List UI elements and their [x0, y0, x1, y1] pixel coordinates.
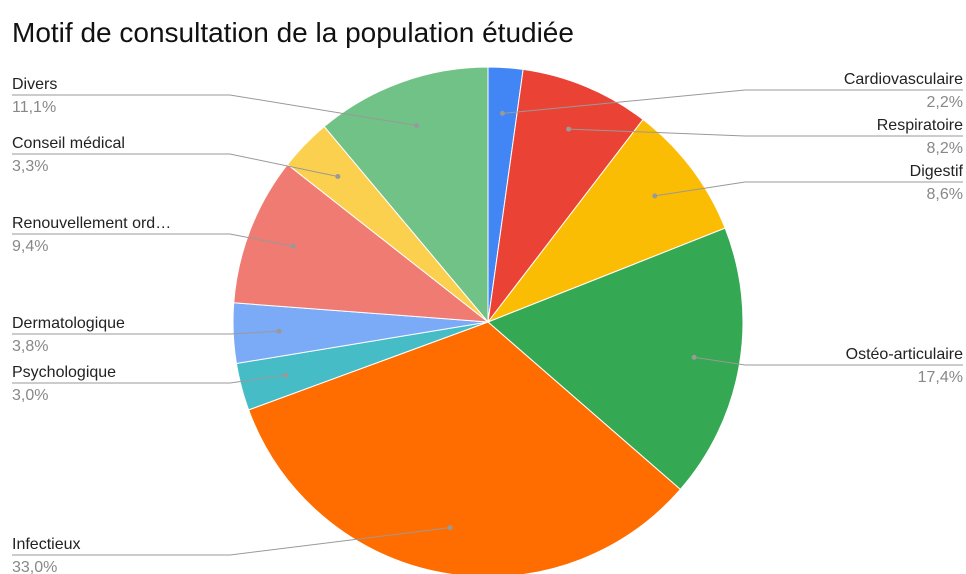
pie-slice [247, 321, 682, 574]
pie-slice [487, 68, 644, 324]
slice-label: Digestif [910, 163, 964, 180]
slice-value: 11,1% [12, 99, 56, 116]
slice-label: Dermatologique [12, 315, 125, 332]
leader-dot [691, 354, 697, 360]
slice-value: 8,6% [927, 186, 963, 203]
leader-dot [276, 328, 282, 334]
leader-dot [414, 122, 420, 128]
leader-line [568, 128, 963, 137]
slice-label: Infectieux [12, 536, 80, 553]
leader-dot [566, 126, 572, 132]
chart-title: Motif de consultation de la population é… [12, 17, 574, 48]
slice-label: Respiratoire [877, 117, 963, 134]
pie-slice [486, 118, 726, 324]
pie-slice [233, 163, 490, 323]
leader-line [12, 233, 294, 247]
pie-slice [487, 227, 744, 491]
leader-line [12, 527, 451, 556]
leader-dot [290, 243, 296, 249]
leader-line [12, 330, 280, 335]
leader-line [502, 89, 963, 114]
slice-label: Cardiovasculaire [844, 71, 963, 88]
slice-value: 9,4% [12, 238, 48, 255]
leader-line [654, 181, 963, 197]
leader-dot [283, 372, 289, 378]
slice-value: 33,0% [12, 559, 57, 574]
leader-line [12, 94, 417, 126]
slice-label: Conseil médical [12, 135, 125, 152]
slice-value: 3,0% [12, 387, 48, 404]
slice-value: 8,2% [927, 140, 963, 157]
pie-slice [323, 66, 489, 324]
leader-line [694, 356, 963, 366]
slice-label: Ostéo-articulaire [846, 346, 963, 363]
slice-value: 3,3% [12, 158, 48, 175]
slice-value: 3,8% [12, 338, 48, 355]
slice-value: 17,4% [918, 369, 963, 386]
slice-label: Psychologique [12, 364, 116, 381]
slice-value: 2,2% [927, 94, 963, 111]
slice-label: Renouvellement ord… [12, 215, 171, 232]
leader-dot [652, 193, 658, 199]
leader-dot [499, 110, 505, 116]
slice-label: Divers [12, 76, 57, 93]
leader-dot [447, 525, 453, 531]
leader-line [12, 374, 286, 384]
leader-dot [335, 173, 341, 179]
leader-line [12, 153, 338, 177]
